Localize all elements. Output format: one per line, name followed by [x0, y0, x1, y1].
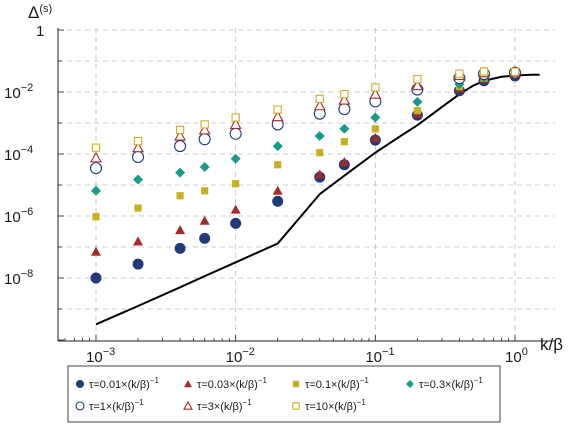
data-point-series-7 — [413, 74, 422, 84]
data-point-series-6 — [411, 79, 424, 91]
data-point-series-7 — [479, 67, 489, 76]
x-tick-label: 10−2 — [226, 346, 255, 366]
data-point-series-2 — [175, 225, 186, 235]
data-point-series-5 — [229, 127, 242, 140]
data-point-series-2 — [272, 185, 283, 195]
data-point-series-1 — [230, 217, 242, 229]
data-point-series-6 — [174, 129, 187, 141]
data-point-series-6 — [271, 110, 284, 122]
data-point-series-4 — [133, 174, 144, 185]
legend-label-4: τ=0.3×(k/β)−1 — [419, 376, 483, 391]
data-point-series-6 — [229, 118, 242, 129]
data-point-series-2 — [370, 132, 381, 142]
data-point-series-7 — [315, 94, 324, 104]
data-point-series-7 — [175, 125, 185, 135]
legend-box — [67, 365, 501, 423]
data-point-series-7 — [273, 105, 282, 114]
data-point-series-7 — [510, 67, 520, 76]
data-point-series-7 — [371, 83, 380, 92]
data-point-series-2 — [199, 215, 210, 225]
legend-label-7: τ=10×(k/β)−1 — [305, 398, 366, 413]
data-point-series-7 — [133, 136, 143, 146]
data-point-series-5 — [174, 140, 187, 153]
data-point-series-6 — [369, 88, 382, 99]
data-point-series-6 — [313, 99, 326, 111]
data-point-series-6 — [90, 151, 102, 163]
legend-marker-5 — [75, 401, 85, 411]
data-point-series-2 — [230, 204, 241, 214]
data-point-series-2 — [133, 236, 144, 246]
legend-label-5: τ=1×(k/β)−1 — [89, 398, 144, 413]
legend-label-2: τ=0.03×(k/β)−1 — [197, 376, 267, 391]
data-point-series-7 — [231, 113, 240, 122]
data-point-series-5 — [131, 150, 145, 164]
data-point-series-1 — [132, 258, 144, 270]
data-point-series-1 — [199, 232, 211, 244]
data-point-series-6 — [132, 141, 144, 153]
y-tick-label: 10−6 — [4, 206, 33, 226]
data-point-series-3 — [176, 192, 184, 200]
legend-marker-2 — [184, 380, 192, 388]
legend-marker-1 — [76, 380, 84, 388]
data-point-series-2 — [314, 169, 325, 179]
data-point-series-3 — [371, 125, 379, 133]
data-point-series-7 — [91, 143, 101, 152]
y-axis-title: Δ(s) — [28, 3, 52, 22]
data-point-series-4 — [230, 153, 241, 164]
data-point-series-3 — [134, 204, 142, 212]
legend-label-3: τ=0.1×(k/β)−1 — [305, 376, 369, 391]
x-tick-label: 100 — [505, 346, 528, 366]
data-point-series-4 — [339, 123, 350, 134]
data-point-series-5 — [89, 162, 103, 175]
data-point-series-2 — [339, 157, 350, 167]
ticks: 10−3 10−2 10−1 100 1 10−2 10−4 10−6 10−8 — [4, 23, 528, 366]
data-point-series-4 — [175, 167, 186, 178]
data-point-series-2 — [91, 246, 101, 256]
data-point-series-7 — [455, 69, 464, 78]
data-point-series-3 — [274, 161, 282, 169]
legend-marker-3 — [292, 380, 300, 388]
data-point-series-4 — [199, 162, 210, 173]
axes — [57, 28, 555, 342]
data-point-series-3 — [316, 149, 324, 157]
y-tick-label: 10−8 — [4, 268, 33, 288]
data-point-series-4 — [370, 112, 381, 123]
legend: τ=0.01×(k/β)−1 τ=0.03×(k/β)−1 τ=0.1×(k/β)−… — [67, 365, 501, 423]
y-tick-label: 1 — [36, 23, 44, 40]
x-tick-label: 10−1 — [365, 346, 394, 366]
data-point-series-6 — [338, 93, 351, 105]
legend-label-1: τ=0.01×(k/β)−1 — [89, 376, 159, 391]
data-point-series-7 — [340, 90, 349, 99]
data-point-series-3 — [232, 180, 240, 188]
reference-curve-group — [95, 73, 540, 326]
y-tick-label: 10−2 — [4, 82, 33, 102]
data-point-series-4 — [91, 185, 101, 196]
data-point-series-4 — [314, 131, 325, 142]
legend-marker-6 — [183, 400, 193, 410]
data-point-series-3 — [413, 107, 421, 115]
y-tick-label: 10−4 — [4, 144, 33, 164]
reference-curve — [95, 73, 540, 326]
x-axis-title: k/β — [540, 335, 563, 354]
data-point-series-5 — [198, 133, 211, 146]
x-tick-label: 10−3 — [86, 346, 115, 366]
data-point-series-4 — [272, 141, 283, 152]
legend-marker-4 — [406, 380, 414, 388]
legend-marker-7 — [292, 402, 300, 410]
data-point-series-1 — [272, 195, 284, 207]
data-point-series-6 — [198, 123, 211, 135]
data-point-series-3 — [92, 213, 100, 221]
data-point-series-3 — [340, 138, 348, 146]
data-point-series-5 — [338, 103, 351, 116]
data-point-series-4 — [412, 96, 423, 107]
data-point-series-1 — [90, 272, 102, 284]
data-point-series-1 — [174, 242, 186, 254]
data-point-series-3 — [201, 187, 209, 195]
data-points — [89, 65, 522, 284]
legend-label-6: τ=3×(k/β)−1 — [197, 398, 252, 413]
data-point-series-7 — [200, 120, 209, 129]
